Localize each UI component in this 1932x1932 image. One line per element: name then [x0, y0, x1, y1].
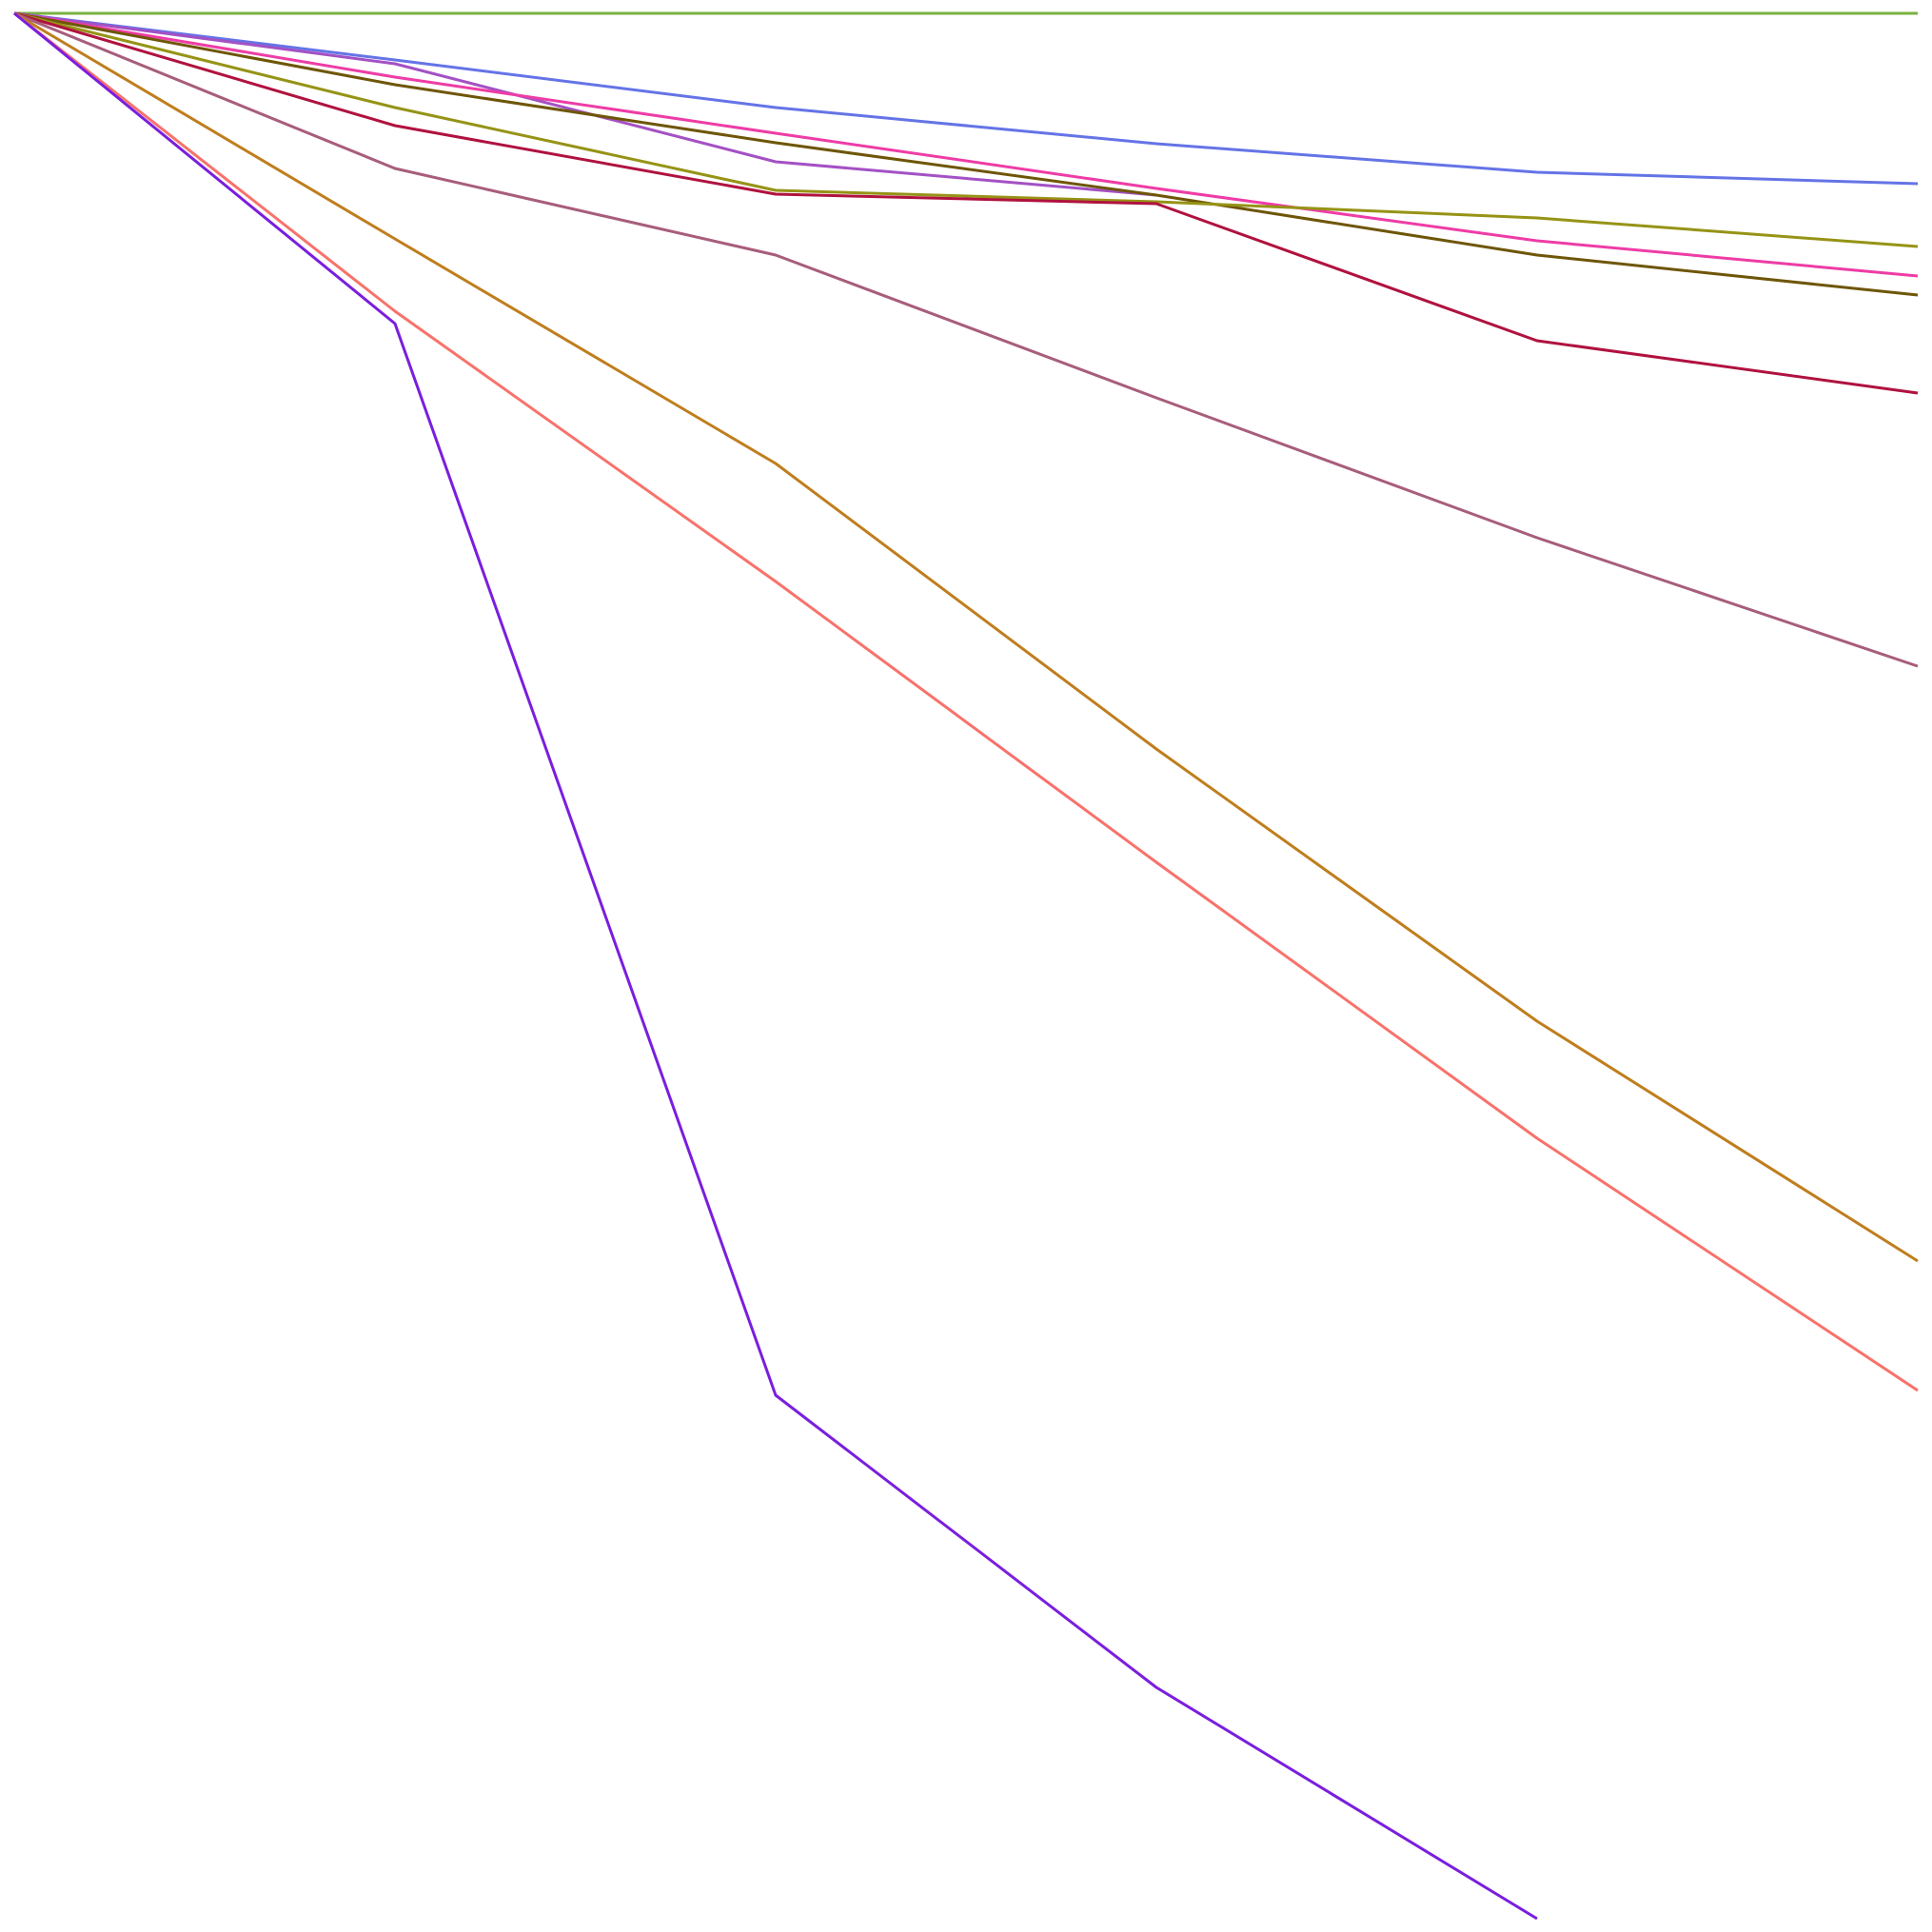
series-olive-line: [13, 11, 1919, 248]
series-dark-olive-brown-line: [13, 11, 1919, 297]
series-magenta-line: [13, 11, 1919, 278]
series-crimson-line: [13, 11, 1919, 395]
series-violet-truncated-line: [13, 11, 1538, 1921]
series-salmon-line: [13, 11, 1919, 1392]
series-blue-line: [13, 11, 1919, 186]
series-mauve-line: [13, 11, 1919, 668]
series-orange-ochre-line: [13, 11, 1919, 1263]
